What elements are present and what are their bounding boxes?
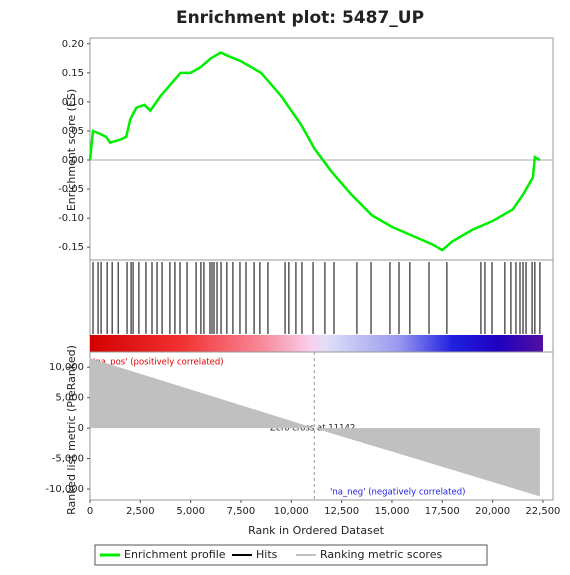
y-tick-label: 0.20 <box>62 39 84 50</box>
x-tick-label: 17,500 <box>425 506 460 517</box>
y-tick-label: 0.05 <box>62 126 84 137</box>
x-tick-label: 0 <box>87 506 93 517</box>
y-tick-label: -0.10 <box>58 213 84 224</box>
x-tick-label: 15,000 <box>374 506 409 517</box>
x-tick-label: 10,000 <box>274 506 309 517</box>
x-axis-label: Rank in Ordered Dataset <box>248 524 385 537</box>
legend-label: Ranking metric scores <box>320 548 442 561</box>
x-tick-label: 7,500 <box>227 506 256 517</box>
color-bar <box>90 335 543 352</box>
x-tick-label: 2,500 <box>126 506 155 517</box>
es-line <box>88 51 541 252</box>
metric-area <box>90 358 540 497</box>
y2-tick-label: 0 <box>78 423 84 434</box>
x-tick-label: 20,000 <box>475 506 510 517</box>
y-tick-label: 0.10 <box>62 97 84 108</box>
y-tick-label: 0.15 <box>62 68 84 79</box>
x-tick-label: 22,500 <box>525 506 560 517</box>
legend-items: Enrichment profile Hits Ranking metric sco… <box>100 548 442 561</box>
annotation: 'na_neg' (negatively correlated) <box>330 488 465 498</box>
chart-title: Enrichment plot: 5487_UP <box>176 8 424 28</box>
y2-tick-label: -5,000 <box>52 454 84 465</box>
legend-label: Hits <box>256 548 278 561</box>
annotation: 'na_pos' (positively correlated) <box>93 358 224 368</box>
y2-axis-label: Ranked list metric (PreRanked) <box>65 345 78 515</box>
y-tick-label: -0.15 <box>58 242 84 253</box>
annotation: Zero cross at 11142 <box>270 424 355 434</box>
y-tick-label: -0.05 <box>58 184 84 195</box>
y-axis-label: Enrichment score (ES) <box>65 89 78 211</box>
y-tick-label: 0.00 <box>62 155 84 166</box>
legend <box>94 544 488 566</box>
x-tick-label: 12,500 <box>324 506 359 517</box>
y2-tick-label: 5,000 <box>55 393 84 404</box>
y2-tick-label: 10,000 <box>49 362 84 373</box>
y2-tick-label: -10,000 <box>45 484 84 495</box>
legend-label: Enrichment profile <box>124 548 226 561</box>
x-tick-label: 5,000 <box>176 506 205 517</box>
